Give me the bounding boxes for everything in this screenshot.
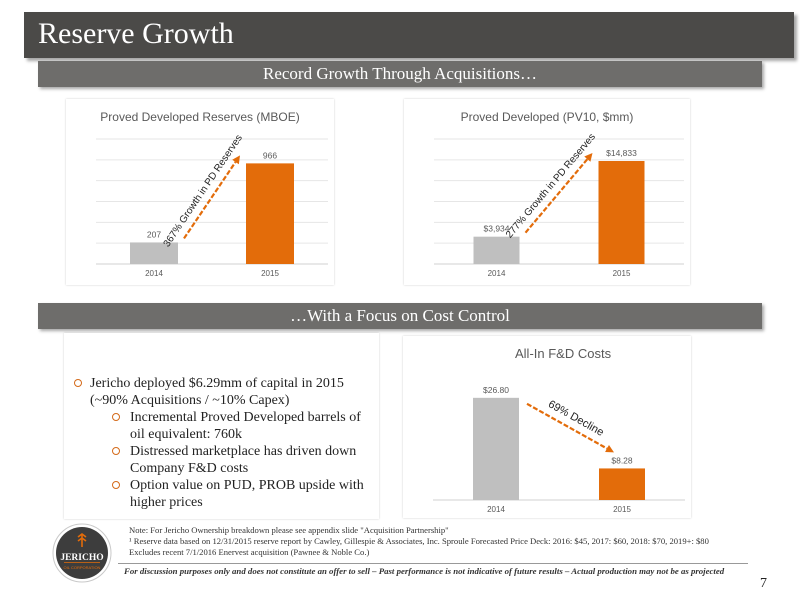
arrow-head-icon	[232, 155, 240, 165]
sub-bullet-item: Distressed marketplace has driven down C…	[112, 443, 372, 477]
growth-arrow	[526, 402, 608, 450]
growth-arrow	[183, 161, 237, 240]
bullet-circle-icon	[112, 413, 120, 421]
pv10-chart: Proved Developed (PV10, $mm) $3,934 2014 $1…	[434, 110, 684, 278]
chart-title: Proved Developed Reserves (MBOE)	[100, 110, 299, 124]
data-label: $14,833	[606, 148, 637, 158]
category-label: 2015	[261, 269, 279, 278]
chart-card-fd-costs: All-In F&D Costs $26.80 2014 $8.28 2015 69% D…	[403, 336, 691, 518]
reserves-chart: Proved Developed Reserves (MBOE) 207 2014 9…	[96, 110, 328, 278]
section-banner-cost-control: …With a Focus on Cost Control	[38, 303, 762, 329]
chart-title: All-In F&D Costs	[515, 346, 612, 361]
logo-subtitle: OIL CORPORATION	[64, 565, 101, 570]
footnote-line: ¹ Reserve data based on 12/31/2015 reser…	[129, 536, 709, 546]
footer-divider	[118, 563, 748, 564]
category-label: 2014	[488, 269, 506, 278]
bullet-main: Jericho deployed $6.29mm of capital in 2…	[74, 375, 364, 409]
data-label: $3,934	[484, 224, 510, 234]
chart-title: Proved Developed (PV10, $mm)	[461, 110, 634, 124]
category-label: 2014	[145, 269, 163, 278]
category-label: 2015	[613, 269, 631, 278]
bar-2015	[599, 468, 645, 500]
arrow-head-icon	[605, 445, 614, 453]
bullet-circle-icon	[112, 447, 120, 455]
chart-card-reserves: Proved Developed Reserves (MBOE) 207 2014 9…	[66, 99, 334, 285]
bar-2015	[246, 163, 294, 264]
logo-wordmark: JERICHO	[60, 553, 103, 563]
annotation-label: 277% Growth in PD Reserves	[504, 132, 598, 241]
bullet-main-text: Jericho deployed $6.29mm of capital in 2…	[90, 376, 344, 408]
page-number: 7	[760, 576, 767, 591]
bullet-circle-icon	[74, 379, 82, 387]
title-bar: Reserve Growth	[24, 12, 794, 58]
jericho-logo: JERICHO OIL CORPORATION	[52, 523, 112, 583]
sub-bullet-list: Incremental Proved Developed barrels of …	[112, 409, 372, 511]
bar-2014	[130, 242, 178, 264]
sub-bullet-item: Option value on PUD, PROB upside with hi…	[112, 477, 372, 511]
footnote-line: Excludes recent 7/1/2016 Enervest acquis…	[129, 547, 370, 557]
data-label: 966	[263, 150, 277, 160]
footnote-line: Note: For Jericho Ownership breakdown pl…	[129, 525, 449, 535]
arrow-head-icon	[584, 152, 593, 162]
data-label: 207	[147, 229, 161, 239]
sub-bullet-item: Incremental Proved Developed barrels of …	[112, 409, 372, 443]
chart-card-pv10: Proved Developed (PV10, $mm) $3,934 2014 $1…	[404, 99, 690, 285]
category-label: 2015	[613, 505, 631, 514]
disclaimer: For discussion purposes only and does no…	[124, 566, 725, 576]
bar-2015	[598, 160, 645, 264]
growth-arrow	[524, 158, 589, 234]
bullet-panel: Jericho deployed $6.29mm of capital in 2…	[64, 333, 379, 519]
bullet-circle-icon	[112, 481, 120, 489]
category-label: 2014	[487, 505, 505, 514]
data-label: $8.28	[611, 455, 633, 465]
annotation-label: 367% Growth in PD Reserves	[162, 133, 245, 249]
bar-2014	[473, 236, 520, 264]
slide-title: Reserve Growth	[38, 17, 234, 50]
footnotes: Note: For Jericho Ownership breakdown pl…	[129, 525, 769, 558]
section-banner-acquisitions: Record Growth Through Acquisitions…	[38, 61, 762, 87]
bar-2014	[473, 397, 519, 500]
data-label: $26.80	[483, 385, 509, 395]
